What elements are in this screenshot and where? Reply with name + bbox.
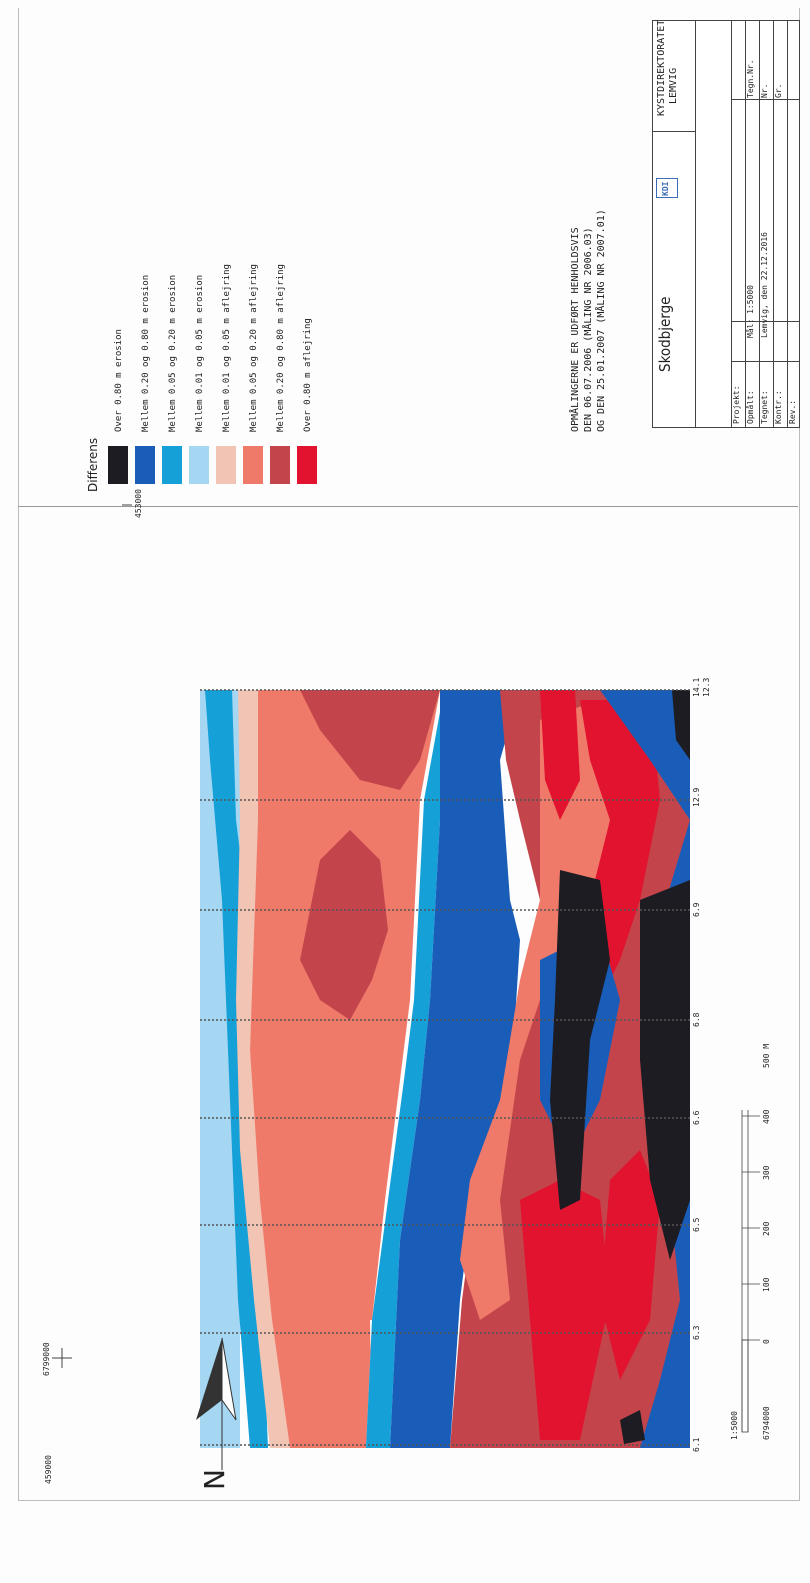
profile-label-2: 6.3 (692, 1325, 701, 1340)
band-darkred-top (300, 690, 440, 790)
grid-label-3: 453000 (134, 489, 143, 518)
profile-label-1: 6.1 (692, 1437, 701, 1452)
band-black-2 (640, 880, 690, 1260)
band-peach-beach (236, 690, 290, 1448)
profile-label-5: 6.8 (692, 1012, 701, 1027)
legend-swatch-2 (135, 446, 155, 484)
map-bands (200, 690, 690, 1448)
legend-swatch-7 (270, 446, 290, 484)
scale-tick-400: 400 (762, 1109, 771, 1124)
legend-divider (18, 506, 798, 507)
legend-swatch-8 (297, 446, 317, 484)
band-blue-mid (390, 690, 520, 1448)
band-black-1 (550, 870, 610, 1210)
legend-swatch-1 (108, 446, 128, 484)
band-red-4 (600, 1150, 660, 1380)
scale-tick-100: 100 (762, 1277, 771, 1292)
grid-label-2: 459000 (44, 1455, 53, 1484)
grid-label-1: 6799000 (42, 1342, 51, 1376)
legend-swatch-6 (243, 446, 263, 484)
profile-label-8: 14.1 (692, 677, 701, 697)
title-block (652, 20, 800, 428)
legend-swatch-3 (162, 446, 182, 484)
north-arrow-icon (196, 1337, 237, 1470)
north-label: N (198, 1469, 231, 1490)
profile-label-end: 12.3 (702, 677, 711, 697)
kdi-logo-icon (656, 178, 678, 198)
band-black-3 (672, 690, 690, 760)
band-salmon-upper (250, 690, 440, 1448)
profile-lines (200, 689, 690, 1446)
band-red-3 (520, 1180, 610, 1440)
scale-tick-0: 0 (762, 1339, 771, 1344)
grid-label-4: 6794000 (762, 1406, 771, 1440)
scale-ratio: 1:5000 (730, 1411, 739, 1440)
profile-label-3: 6.5 (692, 1217, 701, 1232)
band-salmon-bar (460, 700, 620, 1320)
legend-swatch-5 (216, 446, 236, 484)
scale-tick-200: 200 (762, 1221, 771, 1236)
band-blue-lower (600, 690, 690, 1448)
profile-label-7: 12.9 (692, 787, 701, 807)
legend-swatch-4 (189, 446, 209, 484)
scale-tick-500: 500 M (762, 1043, 771, 1068)
band-red-1 (540, 690, 580, 820)
scale-bar (741, 1110, 760, 1433)
scale-tick-300: 300 (762, 1165, 771, 1180)
sheet-border (18, 8, 800, 1501)
band-black-4 (620, 1410, 645, 1444)
band-darkred-mid (300, 830, 388, 1020)
profile-label-6: 6.9 (692, 902, 701, 917)
profile-label-4: 6.6 (692, 1110, 701, 1125)
band-cyan-lower-edge (366, 690, 460, 1448)
grid-crosses (52, 504, 132, 1368)
